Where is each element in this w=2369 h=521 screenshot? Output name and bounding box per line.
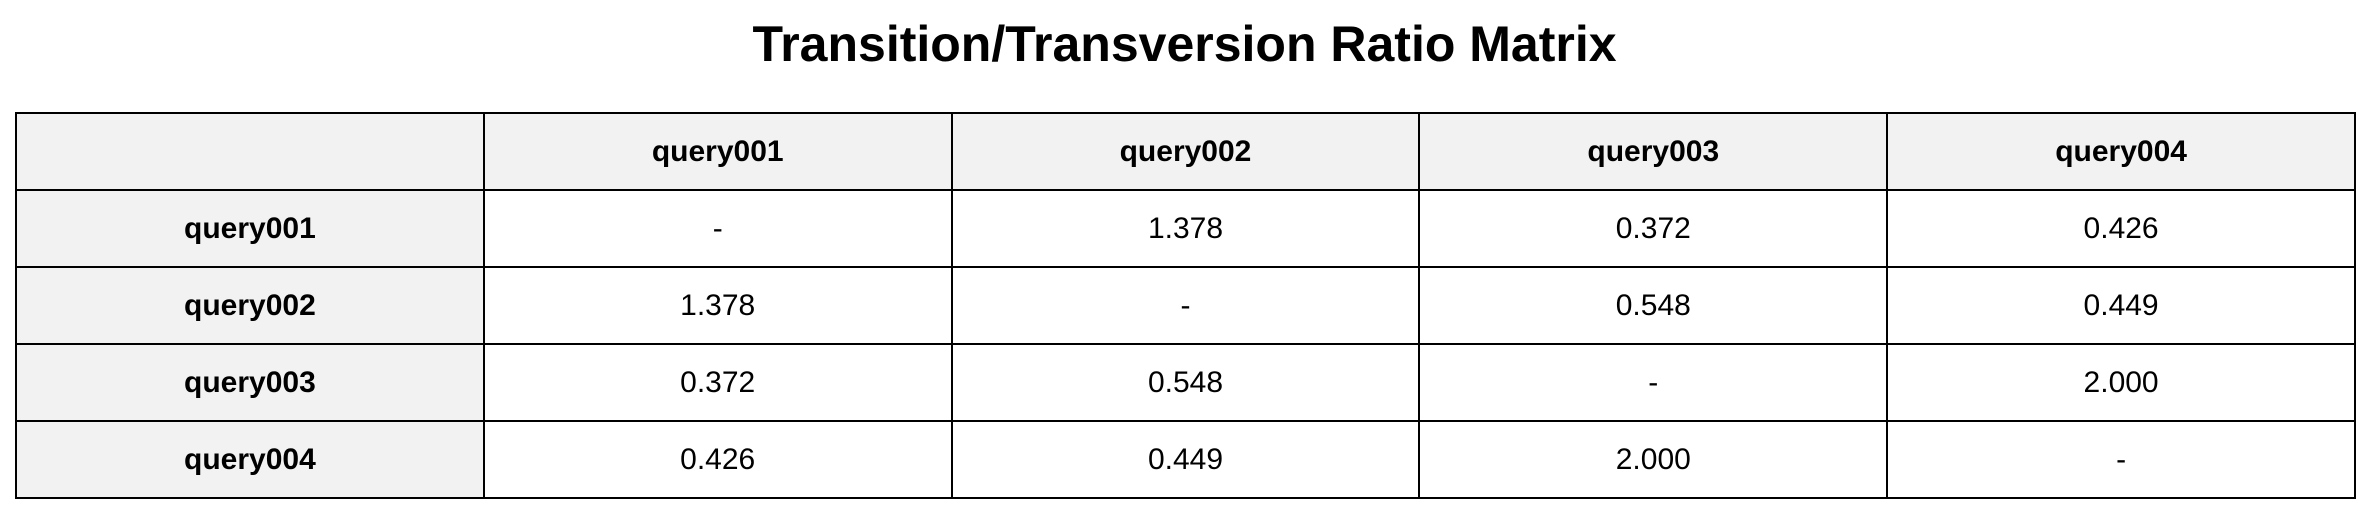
- ratio-matrix-table: query001 query002 query003 query004 quer…: [15, 112, 2356, 499]
- matrix-cell: 0.426: [1886, 189, 2356, 268]
- table-row: query002 1.378 - 0.548 0.449: [15, 266, 2356, 345]
- matrix-cell: 1.378: [482, 266, 953, 345]
- corner-header-cell: [15, 112, 485, 191]
- matrix-cell: 1.378: [950, 189, 1421, 268]
- matrix-cell: -: [1886, 420, 2356, 499]
- matrix-cell: 0.548: [950, 343, 1421, 422]
- row-header-query002: query002: [15, 266, 485, 345]
- matrix-cell: 0.372: [1418, 189, 1889, 268]
- matrix-cell: 0.449: [950, 420, 1421, 499]
- header-row: query001 query002 query003 query004: [15, 112, 2356, 191]
- matrix-cell: -: [950, 266, 1421, 345]
- table-row: query001 - 1.378 0.372 0.426: [15, 189, 2356, 268]
- matrix-cell: 0.548: [1418, 266, 1889, 345]
- column-header-query001: query001: [482, 112, 953, 191]
- table-row: query004 0.426 0.449 2.000 -: [15, 420, 2356, 499]
- table-row: query003 0.372 0.548 - 2.000: [15, 343, 2356, 422]
- matrix-cell: 2.000: [1418, 420, 1889, 499]
- row-header-query001: query001: [15, 189, 485, 268]
- matrix-cell: 0.372: [482, 343, 953, 422]
- matrix-cell: -: [1418, 343, 1889, 422]
- row-header-query003: query003: [15, 343, 485, 422]
- column-header-query004: query004: [1886, 112, 2356, 191]
- matrix-cell: 0.426: [482, 420, 953, 499]
- chart-title: Transition/Transversion Ratio Matrix: [752, 16, 1617, 72]
- matrix-cell: -: [482, 189, 953, 268]
- column-header-query003: query003: [1418, 112, 1889, 191]
- row-header-query004: query004: [15, 420, 485, 499]
- matrix-cell: 2.000: [1886, 343, 2356, 422]
- matrix-cell: 0.449: [1886, 266, 2356, 345]
- column-header-query002: query002: [950, 112, 1421, 191]
